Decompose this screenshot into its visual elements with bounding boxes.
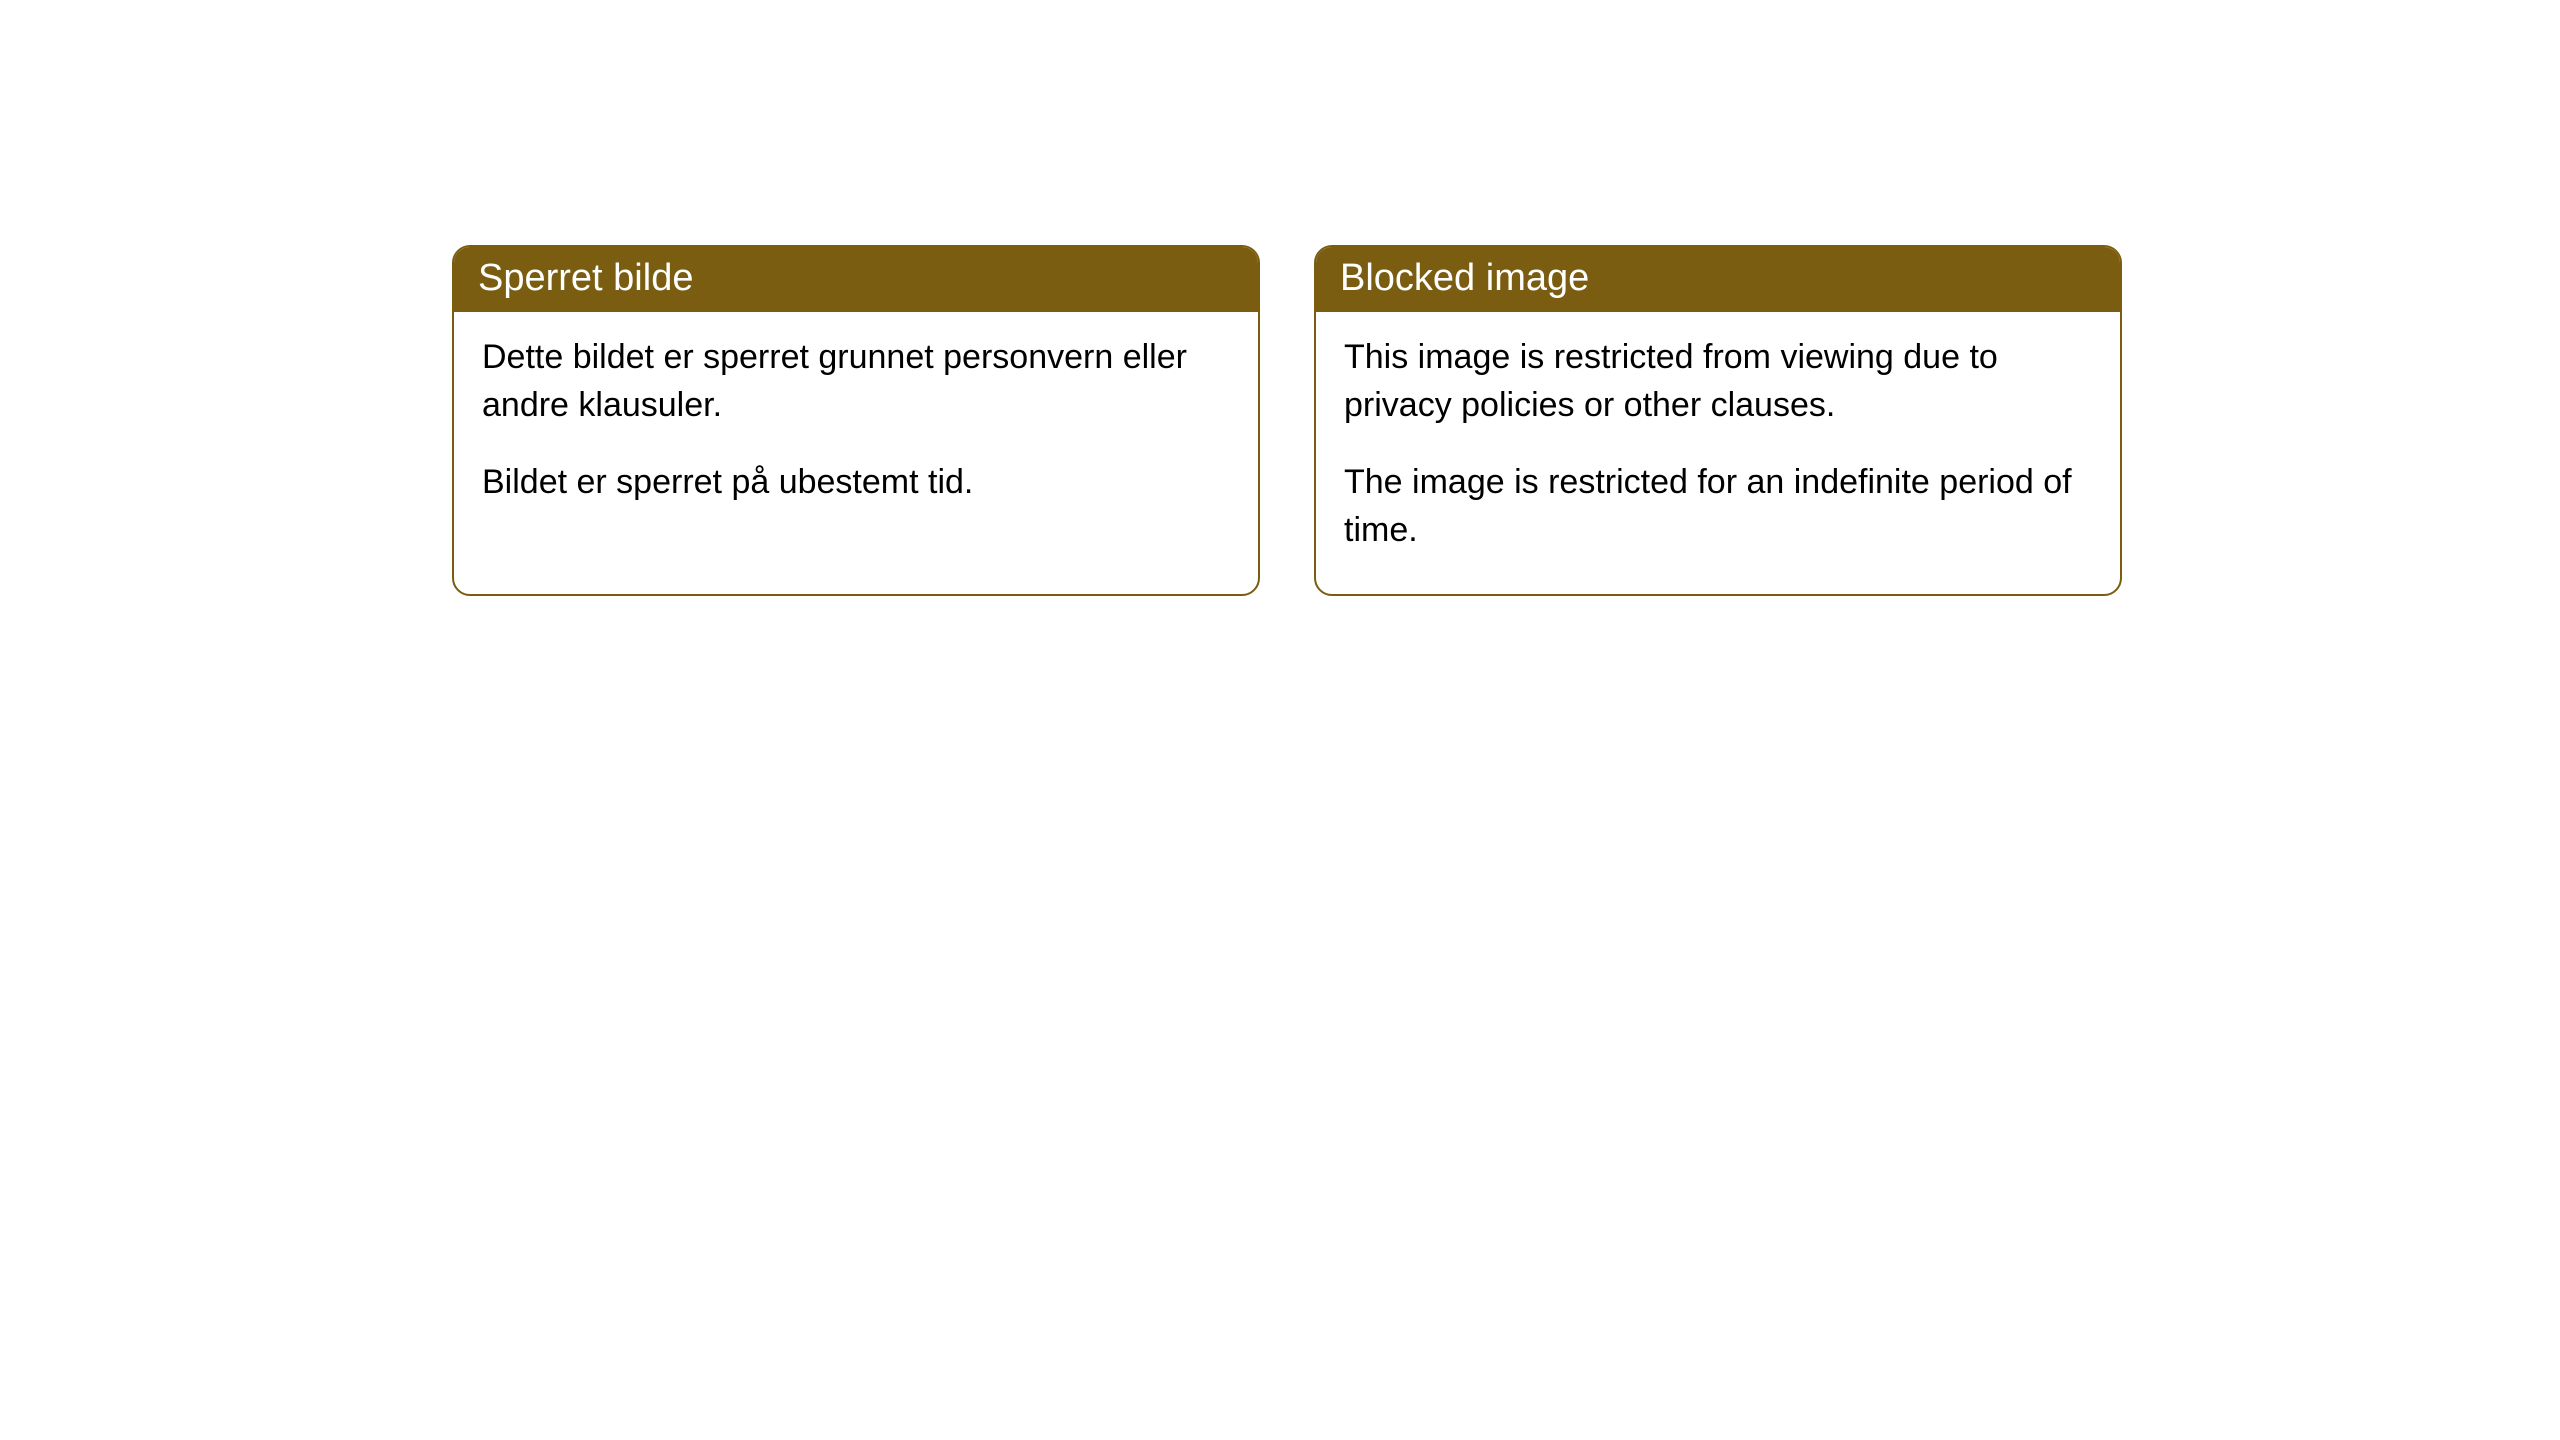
notice-body-norwegian: Dette bildet er sperret grunnet personve… [454, 312, 1258, 547]
notice-card-norwegian: Sperret bilde Dette bildet er sperret gr… [452, 245, 1260, 596]
notice-header-english: Blocked image [1316, 247, 2120, 312]
notice-paragraph: Bildet er sperret på ubestemt tid. [482, 459, 1230, 507]
notice-body-english: This image is restricted from viewing du… [1316, 312, 2120, 594]
notice-paragraph: The image is restricted for an indefinit… [1344, 459, 2092, 554]
notice-paragraph: This image is restricted from viewing du… [1344, 334, 2092, 429]
notice-container: Sperret bilde Dette bildet er sperret gr… [452, 245, 2122, 596]
notice-header-norwegian: Sperret bilde [454, 247, 1258, 312]
notice-paragraph: Dette bildet er sperret grunnet personve… [482, 334, 1230, 429]
notice-card-english: Blocked image This image is restricted f… [1314, 245, 2122, 596]
